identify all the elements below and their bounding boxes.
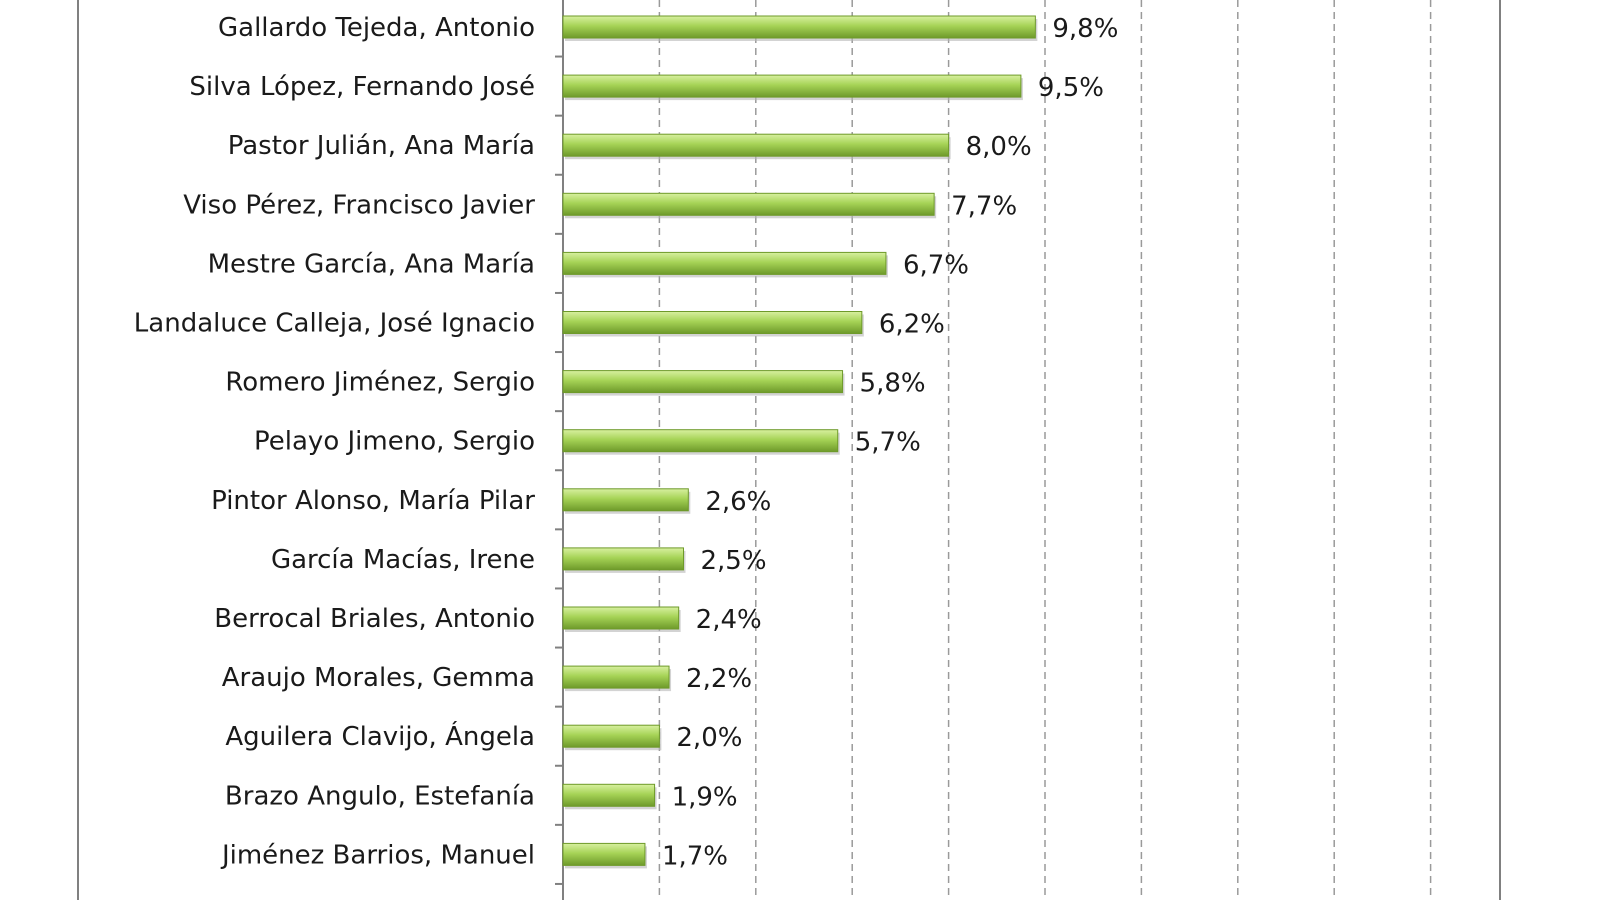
- data-label: 1,9%: [672, 782, 738, 812]
- data-label: 2,0%: [676, 723, 742, 753]
- category-label: Landaluce Calleja, José Ignacio: [134, 309, 535, 339]
- value-labels: 9,8% 9,5%8,0% 7,7% 6,7% 6,2% 5,8% 5,7% 2,6% 2,5%…: [662, 14, 1118, 871]
- bar: [562, 133, 950, 157]
- bar: [562, 606, 680, 630]
- data-label: 9,8%: [1052, 14, 1118, 44]
- bar: [562, 724, 660, 748]
- category-label: Araujo Morales, Gemma: [222, 663, 535, 693]
- bar: [562, 74, 1022, 98]
- bar: [562, 370, 844, 394]
- category-label: Pastor Julián, Ana María: [228, 131, 535, 161]
- category-label: García Macías, Irene: [271, 545, 535, 575]
- bar: [562, 311, 863, 334]
- data-label: 6,2%: [879, 310, 945, 340]
- data-label: 2,5%: [701, 546, 767, 576]
- category-label: Pelayo Jimeno, Sergio: [254, 427, 535, 457]
- bar: [562, 192, 935, 216]
- bar: [562, 842, 646, 866]
- category-label: Viso Pérez, Francisco Javier: [183, 190, 535, 220]
- category-label: Romero Jiménez, Sergio: [225, 368, 535, 398]
- data-label: 2,6%: [705, 487, 771, 517]
- category-label: Jiménez Barrios, Manuel: [220, 840, 535, 870]
- data-label: 6,7%: [903, 250, 969, 280]
- category-label: Gallardo Tejeda, Antonio: [218, 13, 535, 43]
- category-labels: Gallardo Tejeda, Antonio Silva López, Fer…: [134, 13, 536, 870]
- bar: [562, 783, 656, 807]
- bar: [562, 488, 689, 512]
- category-label: Berrocal Briales, Antonio: [214, 604, 535, 634]
- data-label: 2,2%: [686, 664, 752, 694]
- bar: [562, 665, 670, 689]
- bar: [562, 429, 839, 453]
- data-label: 5,7%: [855, 428, 921, 458]
- data-label: 8,0%: [966, 132, 1032, 162]
- data-label: 7,7%: [951, 191, 1017, 221]
- bar: [562, 15, 1036, 39]
- data-label: 5,8%: [860, 369, 926, 399]
- category-label: Brazo Angulo, Estefanía: [225, 781, 535, 811]
- bar: [562, 251, 887, 275]
- bars: [555, 15, 1038, 885]
- category-label: Silva López, Fernando José: [189, 72, 535, 102]
- data-label: 1,7%: [662, 841, 728, 871]
- data-label: 9,5%: [1038, 73, 1104, 103]
- data-label: 2,4%: [696, 605, 762, 635]
- bar: [562, 547, 684, 571]
- category-label: Pintor Alonso, María Pilar: [211, 486, 535, 516]
- category-label: Mestre García, Ana María: [208, 249, 535, 279]
- category-label: Aguilera Clavijo, Ángela: [225, 720, 535, 752]
